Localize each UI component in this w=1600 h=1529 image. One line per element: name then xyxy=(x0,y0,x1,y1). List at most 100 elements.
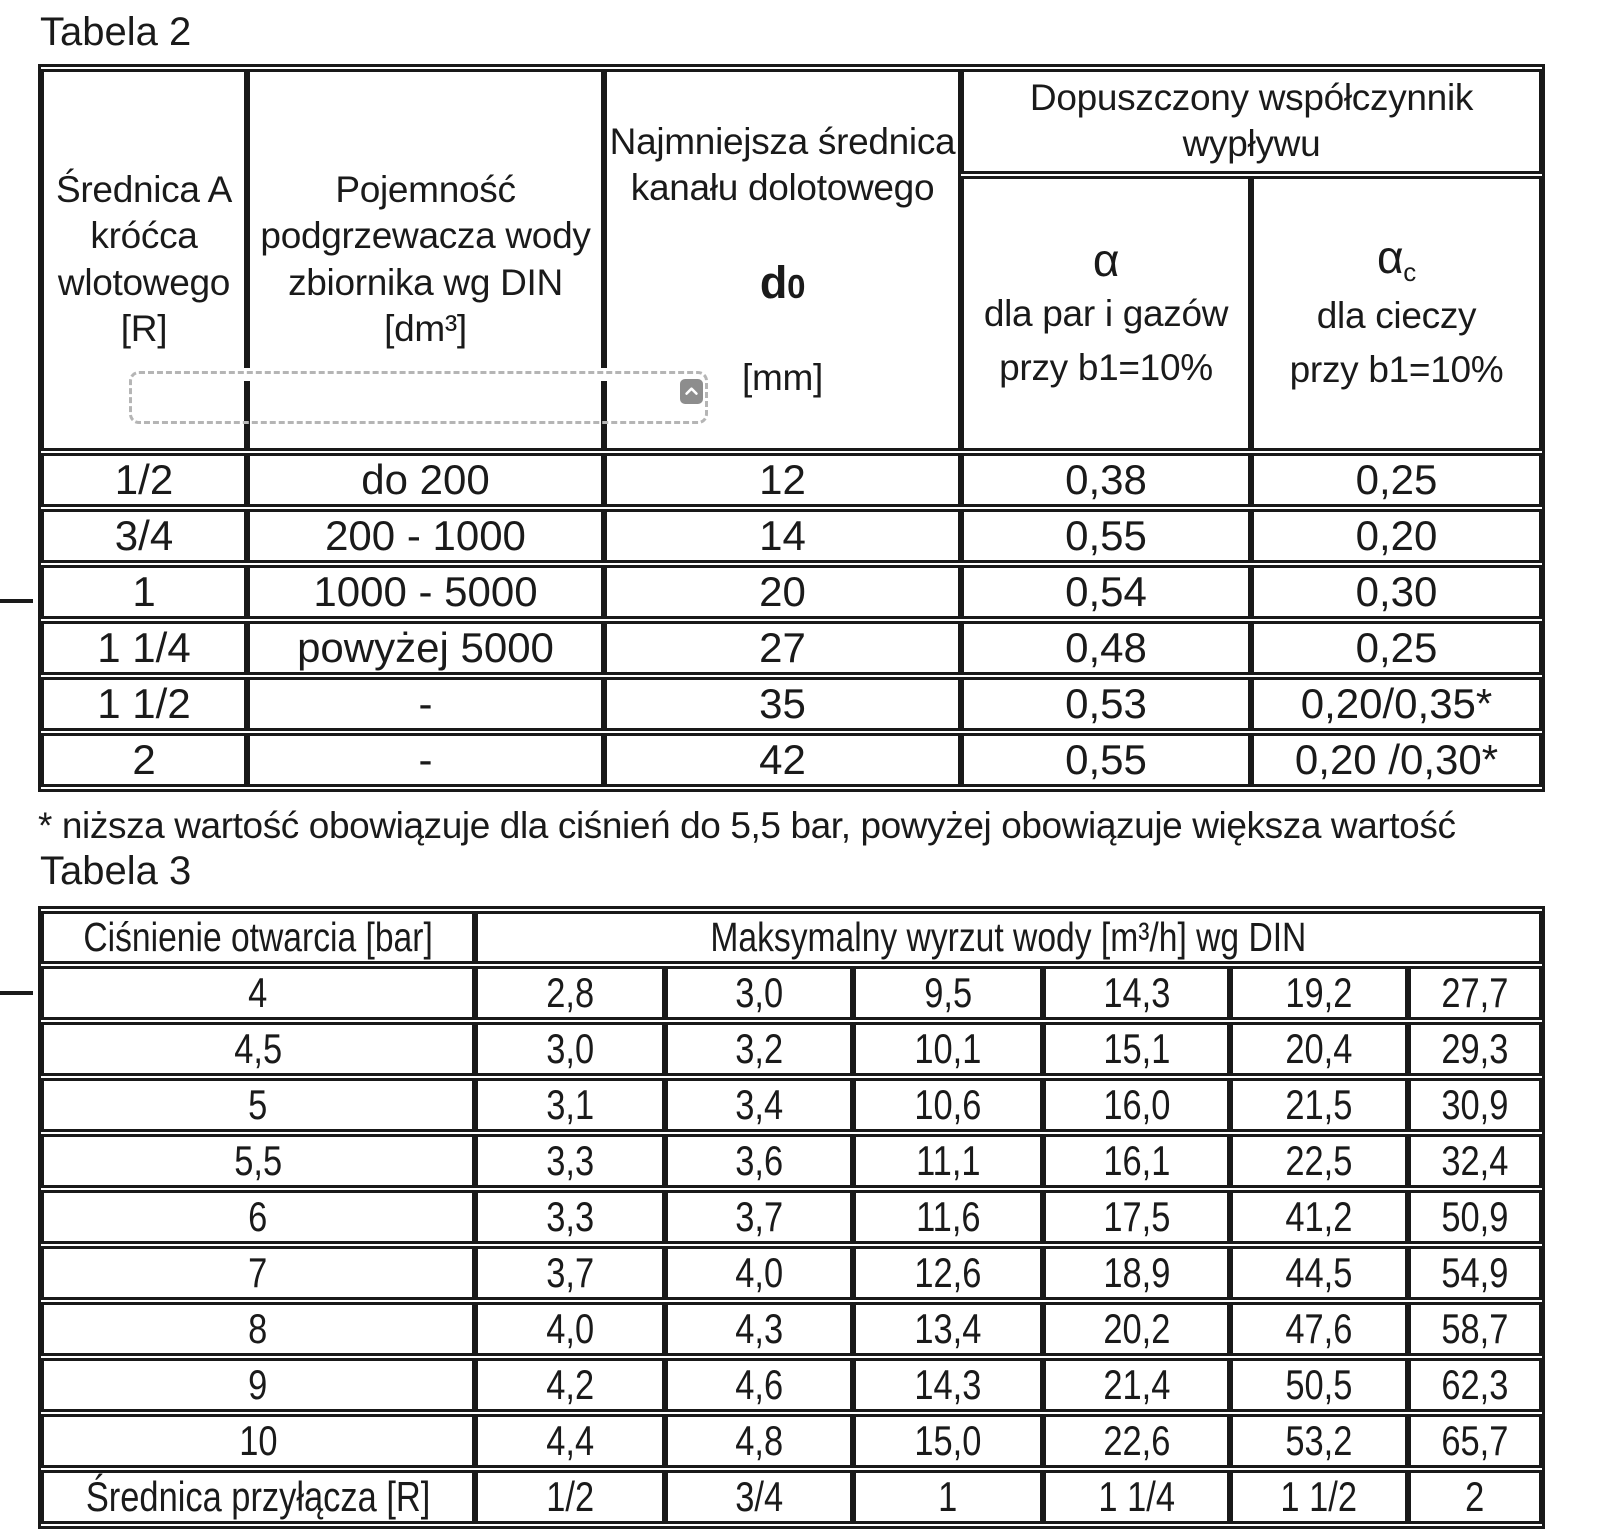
t3-cell: 1 1/2 xyxy=(1230,1470,1408,1525)
t2-header-najmniejsza-srednica: Najmniejsza średnica kanału dolotowego d… xyxy=(604,69,961,451)
table-row: 7 3,7 4,0 12,6 18,9 44,5 54,9 xyxy=(41,1246,1542,1301)
t3-cell: 16,1 xyxy=(1043,1134,1230,1189)
cell-text: 58,7 xyxy=(1441,1305,1509,1353)
table-row: 1 1/2 - 35 0,53 0,20/0,35* xyxy=(41,676,1543,731)
text-selection-box[interactable] xyxy=(129,371,708,424)
cell-text: 47,6 xyxy=(1285,1305,1353,1353)
table-row: 5 3,1 3,4 10,6 16,0 21,5 30,9 xyxy=(41,1078,1542,1133)
cell-text: 9 xyxy=(248,1361,268,1409)
cell-text: 65,7 xyxy=(1441,1417,1509,1465)
cell-text: 1 1/2 xyxy=(1280,1473,1358,1521)
t3-cell: 3,1 xyxy=(475,1078,665,1133)
t3-cell: 20,4 xyxy=(1230,1022,1408,1077)
t2-cell: 0,25 xyxy=(1251,452,1543,507)
cell-text: 30,9 xyxy=(1441,1081,1509,1129)
t3-cell: 44,5 xyxy=(1230,1246,1408,1301)
table-row-selected: 1 1000 - 5000 20 0,54 0,30 xyxy=(41,564,1543,619)
t3-cell: 4,0 xyxy=(475,1302,665,1357)
t3-cell: 3,2 xyxy=(665,1022,853,1077)
t2-header-alpha-pary-gazy: α dla par i gazów przy b1=10% xyxy=(961,175,1251,451)
t3-cell: 5 xyxy=(41,1078,475,1133)
t3-cell: 50,9 xyxy=(1408,1190,1542,1245)
t3-cell: 18,9 xyxy=(1043,1246,1230,1301)
alpha-symbol: α xyxy=(1092,233,1120,286)
t2-header-pojemnosc: Pojemność podgrzewacza wody zbiornika wg… xyxy=(247,69,604,451)
cell-text: 10,6 xyxy=(914,1081,982,1129)
cell-text: 20,2 xyxy=(1102,1305,1171,1353)
cell-text: 10 xyxy=(238,1417,278,1465)
cell-text: 20,4 xyxy=(1285,1025,1353,1073)
cell-text: 10,1 xyxy=(914,1025,982,1073)
t3-cell: 3,6 xyxy=(665,1134,853,1189)
cell-text: 7 xyxy=(248,1249,268,1297)
cell-text: 6 xyxy=(248,1193,268,1241)
t3-cell: 4,4 xyxy=(475,1414,665,1469)
cell-text: 8 xyxy=(248,1305,268,1353)
t3-cell: 4,0 xyxy=(665,1246,853,1301)
table3-title: Tabela 3 xyxy=(40,849,192,894)
cell-text: 3,0 xyxy=(546,1025,594,1073)
table-row: 5,5 3,3 3,6 11,1 16,1 22,5 32,4 xyxy=(41,1134,1542,1189)
cell-text: 3,3 xyxy=(546,1137,594,1185)
cell-text: 12,6 xyxy=(914,1249,982,1297)
cell-text: 16,0 xyxy=(1102,1081,1171,1129)
t3-cell: 12,6 xyxy=(853,1246,1043,1301)
t3-cell: 3,3 xyxy=(475,1134,665,1189)
t3-cell: 15,1 xyxy=(1043,1022,1230,1077)
cell-text: 2 xyxy=(1465,1473,1485,1521)
t3-cell: 4,2 xyxy=(475,1358,665,1413)
t3-cell: 14,3 xyxy=(1043,966,1230,1021)
cell-text: 14,3 xyxy=(1102,969,1171,1017)
cell-text: Średnica przyłącza [R] xyxy=(85,1473,431,1521)
cell-text: 18,9 xyxy=(1102,1249,1171,1297)
t3-cell: 11,1 xyxy=(853,1134,1043,1189)
t3-cell: 2 xyxy=(1408,1470,1542,1525)
t2-cell: 0,20 xyxy=(1251,508,1543,563)
cell-text: 5 xyxy=(248,1081,268,1129)
t3-cell: 4,3 xyxy=(665,1302,853,1357)
t3-cell: 16,0 xyxy=(1043,1078,1230,1133)
t3-cell: 20,2 xyxy=(1043,1302,1230,1357)
cell-text: 1/2 xyxy=(546,1473,594,1521)
cell-text: [mm] xyxy=(741,356,823,398)
cell-text: 4,0 xyxy=(735,1249,783,1297)
t2-cell: 0,55 xyxy=(961,732,1251,787)
cell-text: 1 xyxy=(938,1473,958,1521)
cell-text: 4 xyxy=(248,969,268,1017)
cell-text: 9,5 xyxy=(924,969,972,1017)
t2-cell: 12 xyxy=(604,452,961,507)
t3-cell: 3,4 xyxy=(665,1078,853,1133)
cell-text: 3,7 xyxy=(735,1193,783,1241)
t2-cell: - xyxy=(247,676,604,731)
cell-text: 32,4 xyxy=(1441,1137,1509,1185)
cell-text: 17,5 xyxy=(1102,1193,1171,1241)
t2-header-row-1: Średnica A króćca wlotowego [R] Pojemnoś… xyxy=(41,69,1543,451)
t3-cell: 10 xyxy=(41,1414,475,1469)
cell-text: 15,1 xyxy=(1102,1025,1171,1073)
cell-text: 2,8 xyxy=(546,969,594,1017)
chevron-up-icon xyxy=(685,387,698,395)
table-row: Średnica przyłącza [R] 1/2 3/4 1 1 1/4 1… xyxy=(41,1470,1542,1525)
t3-header-wyrzut-wody: Maksymalny wyrzut wody [m³/h] wg DIN xyxy=(475,911,1542,965)
t3-cell: 9 xyxy=(41,1358,475,1413)
collapse-selection-button[interactable] xyxy=(680,379,703,404)
t2-cell: 0,25 xyxy=(1251,620,1543,675)
t3-cell: 22,6 xyxy=(1043,1414,1230,1469)
t3-cell: 13,4 xyxy=(853,1302,1043,1357)
table-row: 4,5 3,0 3,2 10,1 15,1 20,4 29,3 xyxy=(41,1022,1542,1077)
table-row: 1 1/4 powyżej 5000 27 0,48 0,25 xyxy=(41,620,1543,675)
table-row: 10 4,4 4,8 15,0 22,6 53,2 65,7 xyxy=(41,1414,1542,1469)
cell-text: 22,6 xyxy=(1102,1417,1171,1465)
t2-cell: 1 1/2 xyxy=(41,676,247,731)
t3-cell: 21,4 xyxy=(1043,1358,1230,1413)
cell-text: 19,2 xyxy=(1285,969,1353,1017)
t2-cell: 2 xyxy=(41,732,247,787)
t3-cell: 29,3 xyxy=(1408,1022,1542,1077)
t2-cell: 0,48 xyxy=(961,620,1251,675)
cell-text: przy b1=10% xyxy=(999,346,1213,388)
t2-cell: 0,53 xyxy=(961,676,1251,731)
t3-cell: 14,3 xyxy=(853,1358,1043,1413)
d0-symbol: d0 xyxy=(759,257,806,309)
cell-text: 4,6 xyxy=(735,1361,783,1409)
margin-mark-top xyxy=(0,599,33,603)
